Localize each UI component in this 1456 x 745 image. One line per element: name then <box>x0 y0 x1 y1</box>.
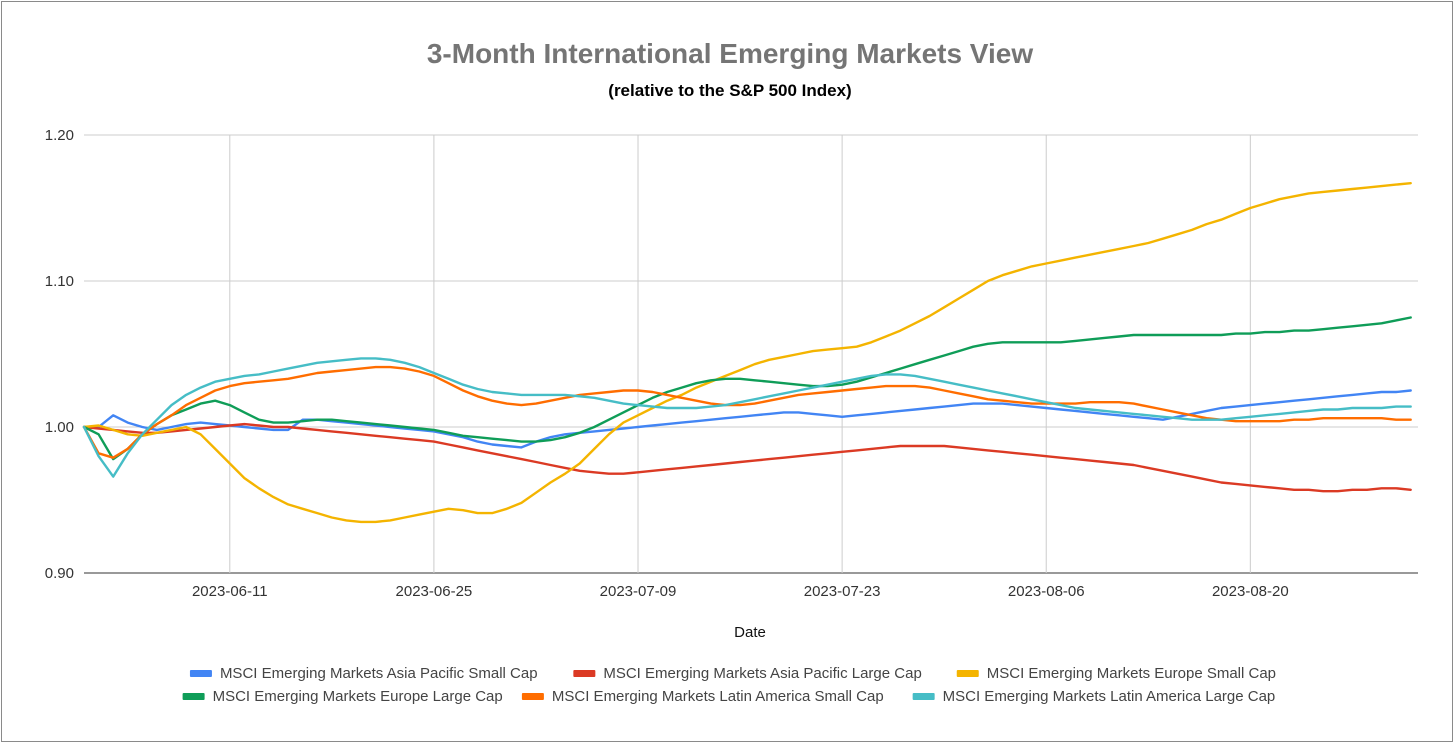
series-line-6 <box>82 357 1412 478</box>
legend-swatch <box>521 693 544 700</box>
y-tick-label: 1.00 <box>45 419 74 436</box>
legend: MSCI Emerging Markets Asia Pacific Small… <box>182 665 1276 705</box>
legend-swatch <box>956 670 979 677</box>
legend-item[interactable]: MSCI Emerging Markets Europe Large Cap <box>182 688 503 705</box>
gridlines <box>84 134 1418 574</box>
legend-swatch <box>573 670 596 677</box>
series-line-2 <box>82 422 1412 493</box>
legend-item[interactable]: MSCI Emerging Markets Latin America Smal… <box>521 688 884 705</box>
legend-item[interactable]: MSCI Emerging Markets Latin America Larg… <box>912 688 1276 705</box>
legend-swatch <box>182 693 205 700</box>
x-tick-label: 2023-06-25 <box>396 583 473 600</box>
series-line-5 <box>82 365 1412 459</box>
legend-label: MSCI Emerging Markets Latin America Larg… <box>943 688 1276 705</box>
legend-item[interactable]: MSCI Emerging Markets Asia Pacific Small… <box>189 665 538 682</box>
legend-item[interactable]: MSCI Emerging Markets Asia Pacific Large… <box>573 665 922 682</box>
y-tick-label: 1.10 <box>45 273 74 290</box>
legend-item[interactable]: MSCI Emerging Markets Europe Small Cap <box>956 665 1276 682</box>
legend-label: MSCI Emerging Markets Asia Pacific Large… <box>603 665 921 682</box>
series-lines <box>82 181 1412 524</box>
x-tick-label: 2023-07-23 <box>804 583 881 600</box>
y-axis-ticks: 0.90 1.00 1.10 1.20 <box>45 127 74 582</box>
legend-swatch <box>912 693 935 700</box>
x-tick-label: 2023-08-20 <box>1212 583 1289 600</box>
series-line-3 <box>82 181 1412 524</box>
legend-label: MSCI Emerging Markets Europe Large Cap <box>213 688 503 705</box>
legend-label: MSCI Emerging Markets Latin America Smal… <box>552 688 884 705</box>
legend-label: MSCI Emerging Markets Europe Small Cap <box>987 665 1276 682</box>
chart-subtitle: (relative to the S&P 500 Index) <box>608 81 851 100</box>
series-line-4 <box>82 316 1412 461</box>
chart-title: 3-Month International Emerging Markets V… <box>427 38 1033 69</box>
x-axis-ticks: 2023-06-11 2023-06-25 2023-07-09 2023-07-23… <box>192 583 1289 600</box>
legend-swatch <box>189 670 212 677</box>
y-tick-label: 1.20 <box>45 127 74 144</box>
x-tick-label: 2023-06-11 <box>192 583 268 600</box>
x-axis-label: Date <box>734 624 766 641</box>
y-tick-label: 0.90 <box>45 565 74 582</box>
x-tick-label: 2023-07-09 <box>600 583 677 600</box>
x-tick-label: 2023-08-06 <box>1008 583 1085 600</box>
legend-label: MSCI Emerging Markets Asia Pacific Small… <box>220 665 538 682</box>
